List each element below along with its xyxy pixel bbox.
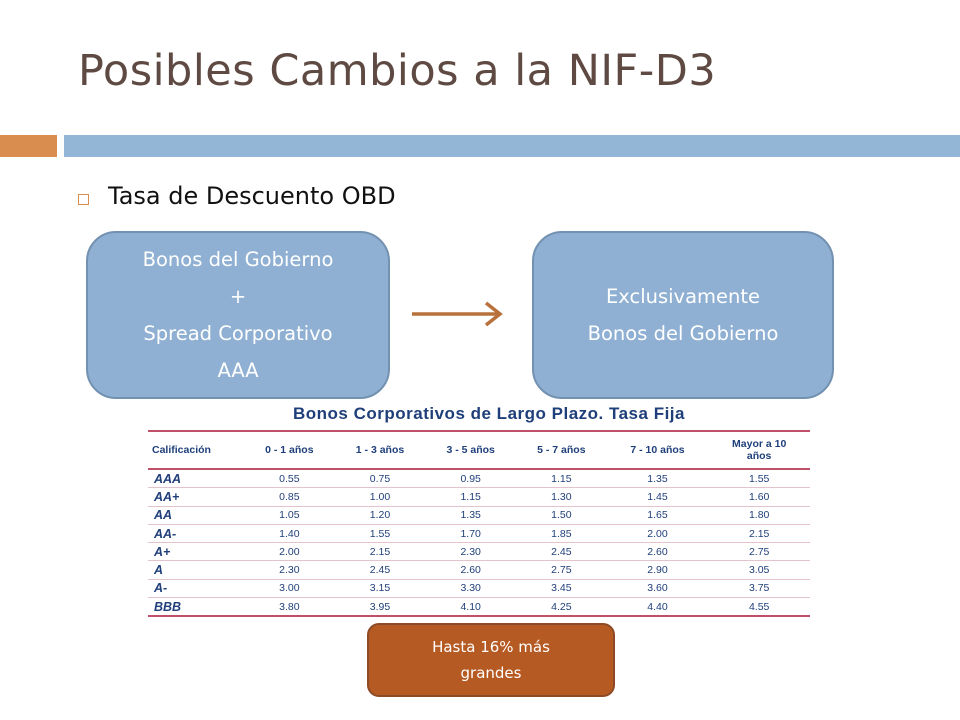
header-term-line: Mayor a 10: [732, 438, 787, 450]
rate-cell: 2.45: [516, 542, 607, 562]
rate-cell: 1.35: [606, 469, 709, 489]
table-row: BBB 3.80 3.95 4.10 4.25 4.40 4.55: [148, 597, 810, 618]
rate-cell: 0.95: [425, 469, 517, 489]
proposed-method-box: Exclusivamente Bonos del Gobierno: [532, 231, 834, 399]
rating-cell: AA: [148, 506, 244, 525]
proposed-method-line: Exclusivamente: [605, 285, 761, 308]
rating-cell: A+: [148, 542, 244, 562]
table-row: AA+ 0.85 1.00 1.15 1.30 1.45 1.60: [148, 487, 810, 507]
table-row: A 2.30 2.45 2.60 2.75 2.90 3.05: [148, 560, 810, 580]
rate-cell: 3.60: [606, 579, 709, 599]
callout-line: grandes: [460, 664, 522, 682]
table-title: Bonos Corporativos de Largo Plazo. Tasa …: [293, 404, 685, 423]
rate-cell: 3.00: [244, 579, 335, 599]
rate-cell: 3.15: [334, 579, 426, 599]
rate-cell: 1.60: [708, 487, 810, 507]
table-row: A- 3.00 3.15 3.30 3.45 3.60 3.75: [148, 579, 810, 599]
rate-cell: 3.75: [708, 579, 810, 599]
rate-cell: 0.75: [334, 469, 426, 489]
header-calificacion: Calificación: [148, 432, 244, 470]
header-term: 3 - 5 años: [425, 432, 517, 470]
rate-cell: 2.00: [244, 542, 335, 562]
rate-cell: 1.15: [425, 487, 517, 507]
rate-cell: 1.20: [334, 506, 426, 525]
header-term-line: años: [746, 450, 772, 462]
rate-cell: 1.40: [244, 524, 335, 544]
rate-cell: 2.75: [516, 560, 607, 580]
slide-title: Posibles Cambios a la NIF-D3: [78, 46, 717, 96]
rate-cell: 1.65: [606, 506, 709, 525]
table-row: AAA 0.55 0.75 0.95 1.15 1.35 1.55: [148, 469, 810, 489]
callout-line: Hasta 16% más: [432, 638, 550, 656]
rate-cell: 0.85: [244, 487, 335, 507]
rate-cell: 4.10: [425, 597, 517, 618]
rate-cell: 3.45: [516, 579, 607, 599]
current-method-plus: +: [229, 285, 247, 308]
bullet-text: Tasa de Descuento OBD: [108, 182, 396, 210]
bond-rates-table: Calificación 0 - 1 años 1 - 3 años 3 - 5…: [148, 432, 810, 618]
rate-cell: 2.15: [334, 542, 426, 562]
rate-cell: 2.90: [606, 560, 709, 580]
table-header-row: Calificación 0 - 1 años 1 - 3 años 3 - 5…: [148, 432, 810, 470]
header-term: 7 - 10 años: [606, 432, 709, 470]
rate-cell: 1.35: [425, 506, 517, 525]
rate-cell: 1.70: [425, 524, 517, 544]
rate-cell: 2.00: [606, 524, 709, 544]
table-row: AA- 1.40 1.55 1.70 1.85 2.00 2.15: [148, 524, 810, 544]
callout-box: Hasta 16% más grandes: [367, 623, 615, 697]
rate-cell: 3.80: [244, 597, 335, 618]
rate-cell: 1.55: [334, 524, 426, 544]
rating-cell: AA+: [148, 487, 244, 507]
bond-rates-table-container: Bonos Corporativos de Largo Plazo. Tasa …: [148, 404, 810, 618]
accent-bar-blue: [64, 135, 960, 157]
table-row: A+ 2.00 2.15 2.30 2.45 2.60 2.75: [148, 542, 810, 562]
bullet-square-icon: [78, 194, 89, 205]
rate-cell: 3.95: [334, 597, 426, 618]
rate-cell: 1.05: [244, 506, 335, 525]
rate-cell: 1.45: [606, 487, 709, 507]
rating-cell: AAA: [148, 469, 244, 489]
rate-cell: 1.00: [334, 487, 426, 507]
rate-cell: 1.80: [708, 506, 810, 525]
rate-cell: 0.55: [244, 469, 335, 489]
rate-cell: 1.85: [516, 524, 607, 544]
current-method-line: Bonos del Gobierno: [142, 248, 334, 271]
rate-cell: 2.45: [334, 560, 426, 580]
current-method-line: Spread Corporativo: [143, 322, 333, 345]
rate-cell: 1.15: [516, 469, 607, 489]
rate-cell: 4.40: [606, 597, 709, 618]
rate-cell: 2.75: [708, 542, 810, 562]
rate-cell: 3.30: [425, 579, 517, 599]
rate-cell: 1.50: [516, 506, 607, 525]
rate-cell: 2.60: [425, 560, 517, 580]
rate-cell: 4.55: [708, 597, 810, 618]
rating-cell: AA-: [148, 524, 244, 544]
header-term: Mayor a 10 años: [708, 432, 810, 470]
rate-cell: 2.30: [425, 542, 517, 562]
right-arrow-icon: [412, 301, 503, 327]
rate-cell: 3.05: [708, 560, 810, 580]
header-term: 1 - 3 años: [334, 432, 426, 470]
table-row: AA 1.05 1.20 1.35 1.50 1.65 1.80: [148, 506, 810, 525]
rate-cell: 2.60: [606, 542, 709, 562]
rating-cell: A: [148, 560, 244, 580]
rating-cell: BBB: [148, 597, 244, 618]
header-term: 0 - 1 años: [244, 432, 335, 470]
current-method-box: Bonos del Gobierno + Spread Corporativo …: [86, 231, 390, 399]
header-term: 5 - 7 años: [516, 432, 607, 470]
rate-cell: 1.55: [708, 469, 810, 489]
rate-cell: 4.25: [516, 597, 607, 618]
rating-cell: A-: [148, 579, 244, 599]
rate-cell: 1.30: [516, 487, 607, 507]
rate-cell: 2.30: [244, 560, 335, 580]
current-method-line: AAA: [217, 359, 259, 382]
proposed-method-line: Bonos del Gobierno: [587, 322, 779, 345]
table-top-rule: [148, 430, 810, 432]
rate-cell: 2.15: [708, 524, 810, 544]
accent-bar-orange: [0, 135, 57, 157]
